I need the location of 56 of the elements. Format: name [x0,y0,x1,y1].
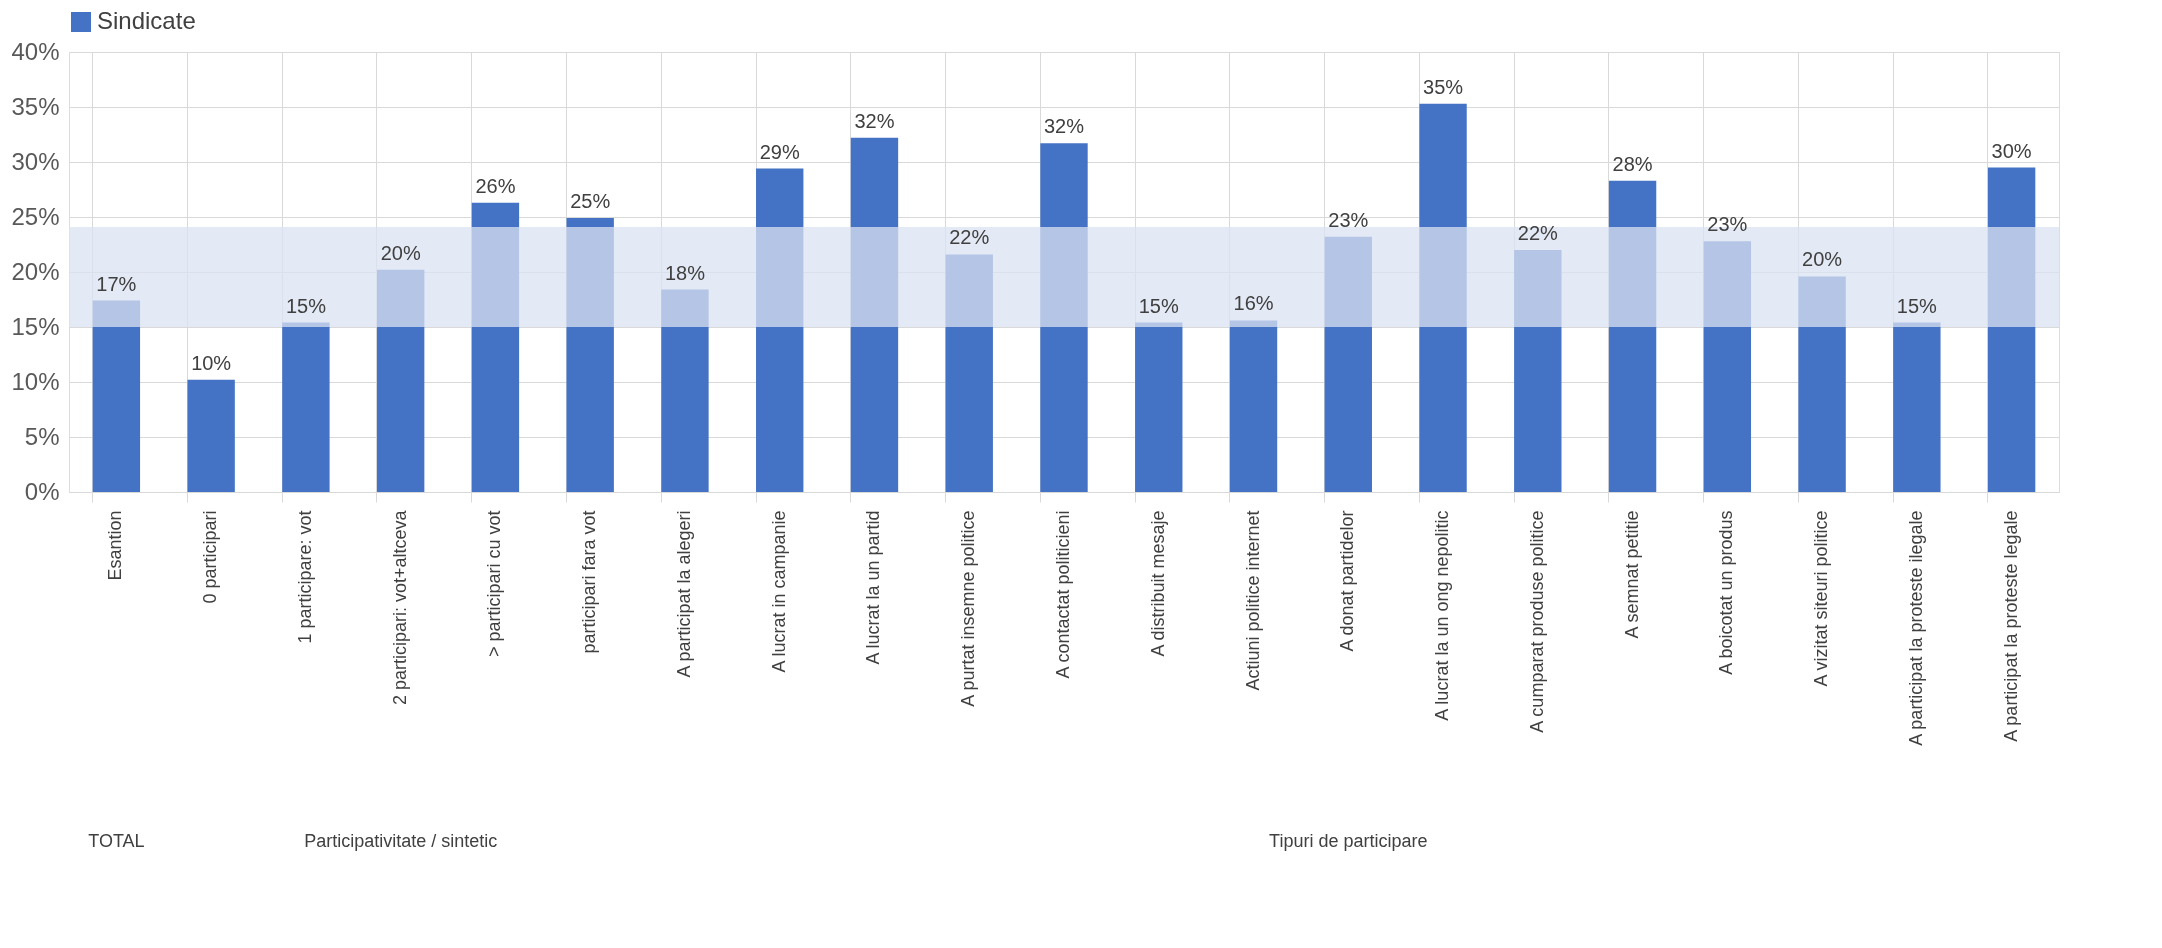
legend-label: Sindicate [97,7,196,34]
data-label: 16% [1233,292,1274,315]
y-tick-label: 35% [11,92,60,120]
data-label: 28% [1612,152,1653,175]
data-label: 18% [664,261,706,284]
text: Participativitate / sintetic [304,831,498,851]
y-tick-label: 0% [24,477,60,505]
data-label: 20% [380,241,421,264]
x-tick-label: A participat la alegeri [673,510,694,678]
x-tick-label: A purtat insemne politice [958,510,979,707]
data-label: 29% [759,140,800,163]
x-tick-label: A boicotat un produs [1716,510,1737,675]
x-tick-label: A lucrat la un ong nepolitic [1432,510,1453,721]
x-tick-label: A vizitat siteuri politice [1811,510,1832,687]
y-tick-label: 5% [24,422,60,450]
x-tick-label: A participat la proteste ilegale [1905,510,1926,746]
y-tick-label: 25% [11,202,60,230]
x-tick-label: A distribuit mesaje [1147,510,1168,657]
data-label: 15% [285,294,327,317]
data-label: 15% [1138,294,1179,317]
data-label: 10% [191,351,232,374]
bar [187,379,235,492]
x-tick-label: Esantion [105,510,126,581]
data-label: 26% [475,174,516,197]
data-label: 20% [1802,248,1843,271]
x-tick-label: 2 participari: vot+altceva [389,509,410,706]
data-label: 15% [1896,294,1938,317]
x-tick-label: > participari cu vot [484,510,505,658]
x-tick-label: A participat la proteste legale [2000,510,2021,742]
x-tick-label: A cumparat produse politice [1526,510,1547,733]
data-label: 32% [1043,115,1085,138]
y-tick-label: 20% [11,257,60,285]
data-label: 22% [1517,222,1559,244]
x-tick-label: A contactat politicieni [1053,510,1073,679]
y-tick-label: 30% [11,147,60,175]
x-tick-label: 0 participari [200,510,221,604]
y-tick-label: 10% [11,367,60,395]
y-tick-label: 40% [11,37,60,65]
x-tick-label: 1 participare: vot [294,510,315,644]
data-label: 25% [570,190,611,213]
data-label: 32% [854,109,895,132]
x-tick-label: Actiuni politice internet [1242,510,1263,691]
x-tick-label: A semnat petitie [1621,510,1642,639]
text: Tipuri de participare [1269,831,1428,851]
data-label: 35% [1423,75,1464,98]
x-tick-label: A lucrat la un partid [863,510,884,665]
data-label: 23% [1707,213,1748,236]
x-tick-label: participari fara vot [579,510,600,654]
x-tick-label: A donat partidelor [1337,510,1358,652]
data-label: 23% [1328,208,1369,231]
data-label: 22% [949,226,990,249]
data-label: 17% [96,272,137,295]
x-tick-label: A lucrat in campanie [768,510,789,673]
y-tick-label: 15% [11,312,60,340]
data-label: 30% [1991,139,2032,162]
text: TOTAL [88,831,145,851]
